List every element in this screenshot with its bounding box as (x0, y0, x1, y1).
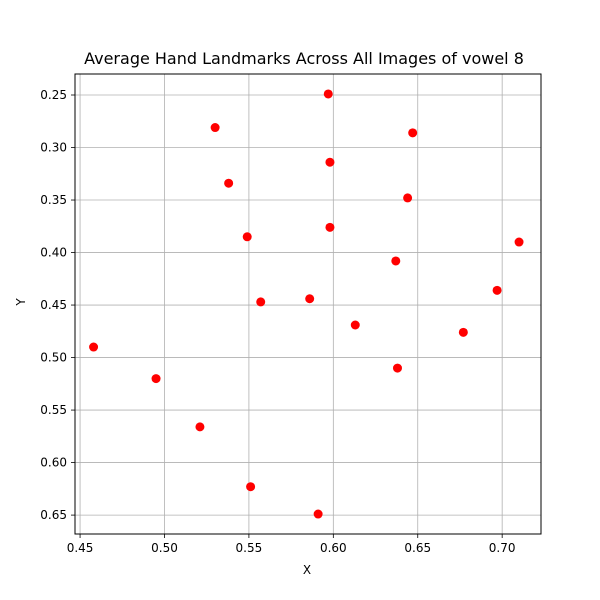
data-points (89, 89, 524, 519)
scatter-point (89, 342, 99, 352)
x-tick-label: 0.60 (320, 541, 347, 555)
scatter-point (246, 482, 256, 492)
scatter-point (323, 89, 333, 99)
y-tick-label: 0.25 (40, 88, 67, 102)
x-tick-label: 0.55 (236, 541, 263, 555)
x-tick-label: 0.50 (151, 541, 178, 555)
y-axis-ticks: 0.25 0.30 0.35 0.40 0.45 0.50 0.55 0.60 0.65 (40, 88, 75, 522)
scatter-point (392, 363, 402, 373)
scatter-point (408, 128, 418, 138)
scatter-point (391, 256, 401, 266)
y-tick-label: 0.30 (40, 141, 67, 155)
y-axis-label: Y (14, 298, 28, 307)
scatter-point (458, 327, 468, 337)
x-tick-label: 0.70 (489, 541, 516, 555)
scatter-point (325, 222, 335, 232)
scatter-point (403, 193, 413, 203)
y-tick-label: 0.60 (40, 456, 67, 470)
y-tick-label: 0.45 (40, 298, 67, 312)
scatter-point (514, 237, 524, 247)
scatter-point (195, 422, 205, 432)
scatter-point (305, 294, 315, 304)
scatter-point (313, 509, 323, 519)
scatter-point (492, 285, 502, 295)
scatter-point (350, 320, 360, 330)
scatter-point (325, 157, 335, 167)
scatter-point (210, 123, 220, 133)
x-axis-label: X (303, 563, 311, 577)
y-tick-label: 0.65 (40, 508, 67, 522)
grid-lines (75, 74, 541, 534)
x-axis-ticks: 0.45 0.50 0.55 0.60 0.65 0.70 (67, 534, 516, 555)
x-tick-label: 0.65 (404, 541, 431, 555)
y-tick-label: 0.55 (40, 403, 67, 417)
scatter-point (242, 232, 252, 242)
y-tick-label: 0.35 (40, 193, 67, 207)
scatter-point (151, 374, 161, 384)
scatter-point (256, 297, 266, 307)
plot-frame (74, 73, 542, 535)
y-tick-label: 0.40 (40, 246, 67, 260)
y-tick-label: 0.50 (40, 351, 67, 365)
x-tick-label: 0.45 (67, 541, 94, 555)
chart-title: Average Hand Landmarks Across All Images… (84, 49, 524, 68)
scatter-point (224, 178, 234, 188)
